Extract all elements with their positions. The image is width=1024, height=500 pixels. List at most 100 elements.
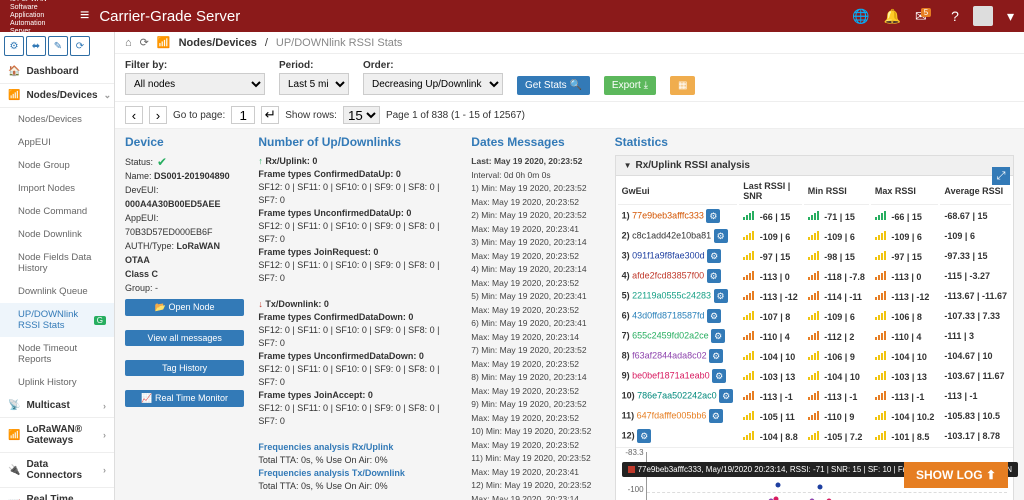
sidebar-item[interactable]: Node Fields Data History: [0, 246, 114, 280]
signal-bars-icon: [875, 271, 889, 282]
device-group: Group: -: [125, 281, 244, 295]
gw-settings-icon[interactable]: ⚙: [711, 329, 725, 343]
user-dropdown-icon[interactable]: ▾: [1007, 8, 1014, 25]
chevron-down-icon[interactable]: ▼: [624, 161, 632, 170]
filter-select[interactable]: All nodes: [125, 73, 265, 95]
sidebar-item[interactable]: Nodes/Devices: [0, 108, 114, 131]
sidebar-item[interactable]: 📶LoRaWAN® Gateways›: [0, 418, 114, 453]
sidebar-item-label: Nodes/Devices: [26, 90, 97, 101]
sidebar-item-label: Dashboard: [26, 66, 78, 77]
table-row: 12) ⚙ -104 | 8.8 -105 | 7.2 -101 | 8.5-1…: [618, 427, 1011, 445]
sidebar-tool-btn[interactable]: ⚙: [4, 36, 24, 56]
showrows-label: Show rows:: [285, 110, 337, 121]
rows-select[interactable]: 15: [343, 106, 380, 124]
device-name: DS001-201904890: [154, 171, 230, 181]
crumb-nodes[interactable]: Nodes/Devices: [179, 37, 257, 49]
sidebar-item[interactable]: Node Group: [0, 154, 114, 177]
open-node-button[interactable]: 📂 Open Node: [125, 299, 244, 316]
sidebar-item[interactable]: Downlink Queue: [0, 280, 114, 303]
sidebar-item-label: Real Time Monitor: [26, 494, 86, 500]
sidebar-item[interactable]: 📶Nodes/Devices⌄: [0, 84, 114, 108]
gw-settings-icon[interactable]: ⚙: [637, 429, 651, 443]
next-page-button[interactable]: ›: [149, 106, 167, 124]
signal-bars-icon: [808, 251, 822, 262]
freq-rx-link[interactable]: Frequencies analysis Rx/Uplink: [258, 441, 457, 454]
gw-settings-icon[interactable]: ⚙: [719, 389, 733, 403]
gw-settings-icon[interactable]: ⚙: [709, 349, 723, 363]
sidebar-tool-btn[interactable]: ✎: [48, 36, 68, 56]
view-messages-button[interactable]: View all messages: [125, 330, 244, 346]
signal-bars-icon: [743, 431, 757, 442]
brand-logo: IoT LPWAN Software Application Automatio…: [10, 0, 70, 36]
gw-settings-icon[interactable]: ⚙: [707, 249, 721, 263]
device-deveui: 000A4A30B00ED5AEE: [125, 199, 221, 209]
help-icon[interactable]: ?: [951, 8, 959, 24]
table-row: 6) 43d0ffd8718587fd ⚙ -107 | 8 -109 | 6 …: [618, 307, 1011, 325]
order-select[interactable]: Decreasing Up/Downlinks: [363, 73, 503, 95]
signal-bars-icon: [808, 351, 822, 362]
sidebar-item[interactable]: Node Timeout Reports: [0, 337, 114, 371]
signal-bars-icon: [875, 411, 889, 422]
page-input[interactable]: [231, 106, 255, 124]
sidebar-icon: 📶: [8, 90, 20, 101]
signal-bars-icon: [743, 351, 757, 362]
gw-settings-icon[interactable]: ⚙: [707, 309, 721, 323]
gw-settings-icon[interactable]: ⚙: [707, 269, 721, 283]
table-row: 1) 77e9beb3afffc333 ⚙ -66 | 15 -71 | 15 …: [618, 207, 1011, 225]
sidebar-item[interactable]: 🔌Data Connectors›: [0, 453, 114, 488]
signal-bars-icon: [743, 311, 757, 322]
gw-settings-icon[interactable]: ⚙: [712, 369, 726, 383]
bell-icon[interactable]: 🔔: [884, 8, 901, 25]
signal-bars-icon: [808, 211, 822, 222]
menu-toggle-icon[interactable]: ≡: [70, 7, 99, 25]
mail-icon[interactable]: ✉5: [915, 8, 937, 25]
gw-settings-icon[interactable]: ⚙: [709, 409, 723, 423]
signal-bars-icon: [743, 411, 757, 422]
signal-bars-icon: [743, 391, 757, 402]
export-button[interactable]: Export ⤓: [604, 76, 656, 95]
show-log-button[interactable]: SHOW LOG ⬆: [904, 462, 1008, 488]
gw-settings-icon[interactable]: ⚙: [706, 209, 720, 223]
realtime-monitor-button[interactable]: 📈 Real Time Monitor: [125, 390, 244, 407]
home-icon[interactable]: ⌂: [125, 37, 132, 49]
prev-page-button[interactable]: ‹: [125, 106, 143, 124]
signal-bars-icon: [743, 211, 757, 222]
period-select[interactable]: Last 5 minutes: [279, 73, 349, 95]
globe-icon[interactable]: 🌐: [852, 8, 869, 25]
tag-history-button[interactable]: Tag History: [125, 360, 244, 376]
sidebar-item[interactable]: Node Downlink: [0, 223, 114, 246]
sidebar-item[interactable]: 📈Real Time MonitorN: [0, 488, 114, 500]
sidebar-item[interactable]: 🏠Dashboard: [0, 60, 114, 84]
gw-settings-icon[interactable]: ⚙: [714, 229, 728, 243]
sidebar-item[interactable]: 📡Multicast›: [0, 394, 114, 418]
get-stats-button[interactable]: Get Stats 🔍: [517, 76, 590, 95]
signal-bars-icon: [743, 271, 757, 282]
period-label: Period:: [279, 60, 349, 71]
table-row: 4) afde2fcd83857f00 ⚙ -113 | 0 -118 | -7…: [618, 267, 1011, 285]
refresh-icon[interactable]: ⟳: [140, 36, 149, 49]
expand-icon[interactable]: ⤢: [992, 167, 1010, 185]
sidebar-tool-btn[interactable]: ⬌: [26, 36, 46, 56]
gw-settings-icon[interactable]: ⚙: [714, 289, 728, 303]
freq-tx-link[interactable]: Frequencies analysis Tx/Downlink: [258, 467, 457, 480]
device-appeui: 70B3D57ED000EB6F: [125, 227, 213, 237]
sidebar-item[interactable]: Node Command: [0, 200, 114, 223]
table-row: 9) be0bef1871a1eab0 ⚙ -103 | 13 -104 | 1…: [618, 367, 1011, 385]
sidebar-icon: 🔌: [8, 465, 20, 476]
device-class: Class C: [125, 269, 158, 279]
sidebar-item[interactable]: Uplink History: [0, 371, 114, 394]
sidebar-item[interactable]: UP/DOWNlink RSSI StatsG: [0, 303, 114, 337]
crumb-page: UP/DOWNlink RSSI Stats: [276, 37, 403, 49]
go-page-button[interactable]: ↵: [261, 106, 279, 124]
crumb-sep: /: [265, 37, 268, 49]
sidebar-item[interactable]: AppEUI: [0, 131, 114, 154]
sidebar-tool-btn[interactable]: ⟳: [70, 36, 90, 56]
order-label: Order:: [363, 60, 503, 71]
grid-button[interactable]: ▦: [670, 76, 695, 95]
signal-bars-icon: [875, 211, 889, 222]
signal-bars-icon: [743, 231, 757, 242]
avatar[interactable]: [973, 6, 993, 26]
signal-bars-icon: [875, 311, 889, 322]
sidebar-item[interactable]: Import Nodes: [0, 177, 114, 200]
device-heading: Device: [125, 135, 244, 149]
